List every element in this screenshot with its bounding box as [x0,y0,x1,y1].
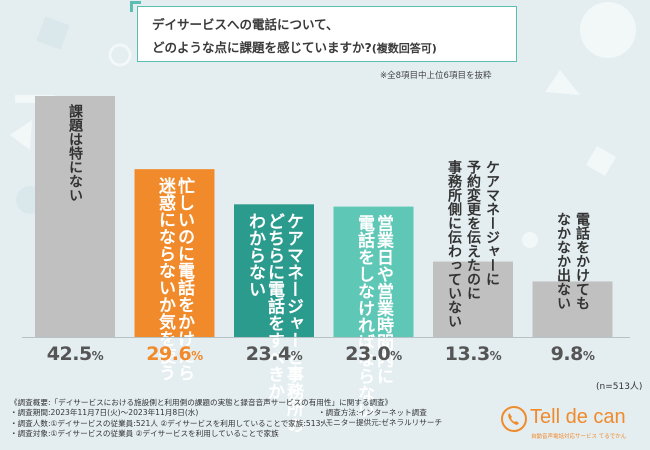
title-corner-accent [130,1,141,12]
survey-footer: 《調査概要:「デイサービスにおける施設側と利用側の課題の実態と録音音声サービスの… [10,398,392,440]
chart-title-line1: デイサービスへの電話について、 [152,17,339,32]
footer-line: 《調査概要:「デイサービスにおける施設側と利用側の課題の実態と録音音声サービスの… [10,398,393,407]
sample-size-label: (n=513人) [596,382,643,392]
bar-label-2: 忙しいのに電話をかけたら [174,176,195,381]
brand-tagline: 自動音声電話対応サービス てるでかん [531,434,627,440]
bar-4 [333,206,414,337]
value-number: 13.3 [444,343,490,365]
value-label-1: 42.5% [35,343,115,365]
value-number: 23.0 [345,343,391,365]
bar-3 [234,204,314,337]
value-unit: % [191,349,203,363]
value-unit: % [290,349,303,363]
chart-title-box: デイサービスへの電話について、 どのような点に課題を感じていますか?(複数回答可… [130,1,517,62]
value-number: 29.6 [146,343,192,365]
bar-2 [134,169,215,337]
chart-title-line2: どのような点に課題を感じていますか?(複数回答可) [152,37,437,56]
value-label-2: 29.6% [135,343,215,365]
value-unit: % [390,349,402,363]
bar-1 [35,96,115,337]
bar-label-2: 迷惑にならないか気を使う [155,176,177,381]
footer-right-line: ・調査方法:インターネット調査 [318,408,427,417]
footer-line: ・調査対象:①デイサービスの従業員 ②デイサービスを利用していることで家族 [10,429,279,439]
footer-right-line: ・モニター提供元:ゼネラルリサーチ [318,418,443,428]
brand-name: Tell de can [530,406,626,428]
bar-label-6: なかなか出ない [555,212,571,310]
value-unit: % [582,349,595,363]
value-label-4: 23.0% [334,343,414,365]
value-unit: % [91,349,104,363]
bar-label-5: ケアマネージャーに [484,160,500,286]
value-unit: % [489,349,502,363]
chart-baseline [22,337,630,338]
value-number: 9.8 [550,343,584,365]
value-label-5: 13.3% [433,343,513,365]
chart-title-question: どのような点に課題を感じていますか? [152,40,372,55]
bar-label-6: 電話をかけても [574,211,590,310]
chart-title-note: (複数回答可) [371,42,437,55]
bar-label-3: ケアマネージャーと事務所の [283,212,304,433]
survey-footer-right: ・調査方法:インターネット調査 ・モニター提供元:ゼネラルリサーチ [318,408,442,429]
bar-label-5: 事務所側に伝わっていない [446,159,463,328]
bar-label-1: 課題は特にない [67,103,83,202]
chart-subnote: ※全8項目中上位6項目を抜粋 [380,71,492,81]
value-label-6: 9.8% [533,343,613,365]
footer-line: ・調査期間:2023年11月7日(火)〜2023年11月8日(水) [10,408,199,418]
value-number: 23.4 [245,343,291,365]
value-label-3: 23.4% [234,343,314,365]
bar-5 [433,261,513,337]
bar-label-3: どちらに電話をすべきか [264,212,285,399]
bar-label-4: 電話をしなければならない [354,215,375,419]
value-number: 42.5 [46,343,92,365]
bar-label-4: 営業日や営業時間内に [373,214,394,385]
bar-label-3: わからない [245,212,266,297]
brand-logo: Tell de can 自動音声電話対応サービス てるでかん [497,404,647,444]
phone-icon [501,406,527,432]
bar-label-5: 予約変更を伝えたのに [465,160,481,300]
bar-6 [532,281,613,337]
footer-line: ・調査人数:①デイサービスの従業員:521人 ②デイサービスを利用していることで… [10,418,329,428]
